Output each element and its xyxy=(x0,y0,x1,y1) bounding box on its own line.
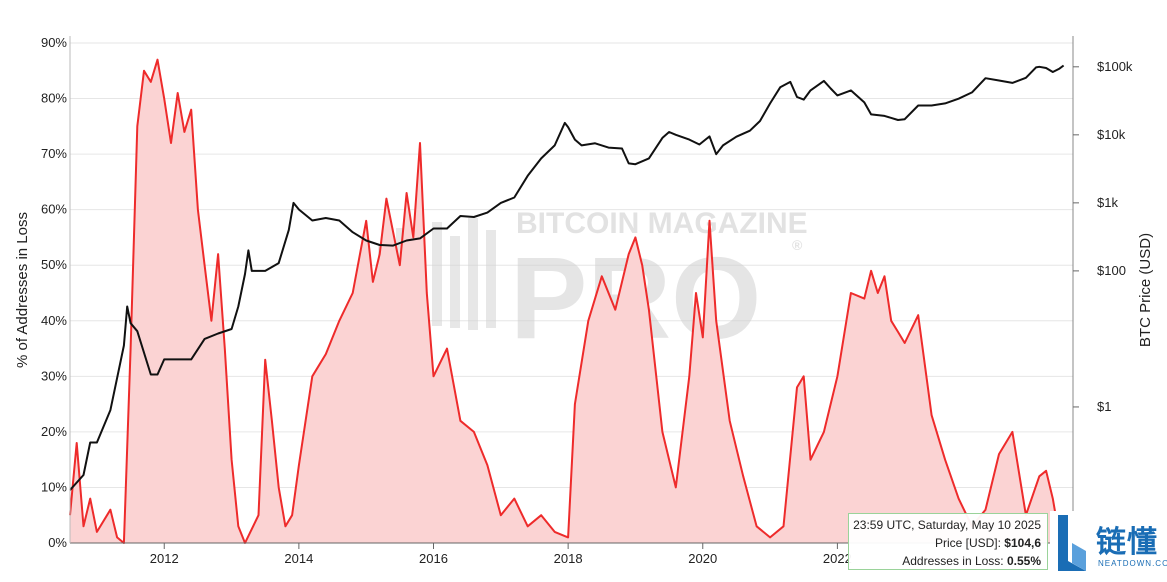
tooltip-loss-row: Addresses in Loss: 0.55% xyxy=(853,552,1041,569)
left-axis-title: % of Addresses in Loss xyxy=(14,212,31,368)
brand-logo: 链懂 NEATDOWN.COM xyxy=(1050,511,1167,582)
x-tick-label: 2014 xyxy=(284,551,313,566)
x-tick-label: 2012 xyxy=(150,551,179,566)
left-axis-ticks: 0% 10% 20% 30% 40% 50% 60% 70% 80% 90% xyxy=(41,35,67,550)
left-tick-label: 10% xyxy=(41,479,67,494)
left-tick-label: 20% xyxy=(41,424,67,439)
right-tick-label: $10k xyxy=(1097,127,1126,142)
left-tick-label: 40% xyxy=(41,313,67,328)
left-tick-label: 80% xyxy=(41,91,67,106)
tooltip-price-row: Price [USD]: $104,6 xyxy=(853,534,1041,552)
brand-name-en: NEATDOWN.COM xyxy=(1098,559,1167,568)
x-tick-label: 2022 xyxy=(823,551,852,566)
left-tick-label: 50% xyxy=(41,257,67,272)
right-tick-label: $100 xyxy=(1097,263,1126,278)
loss-area-fill xyxy=(70,59,1060,543)
x-tick-label: 2016 xyxy=(419,551,448,566)
grid-lines xyxy=(70,42,1073,488)
price-series-line xyxy=(69,64,1065,491)
loss-series-line xyxy=(69,58,1061,544)
right-tick-label: $100k xyxy=(1097,59,1133,74)
right-axis-ticks: $1 $100 $1k $10k $100k xyxy=(1073,59,1133,414)
tooltip-date: 23:59 UTC, Saturday, May 10 2025 xyxy=(853,518,1041,532)
x-axis-ticks: 2012 2014 2016 2018 2020 2022 xyxy=(150,543,852,566)
tooltip-loss-value: 0.55% xyxy=(1006,554,1041,568)
left-tick-label: 90% xyxy=(41,35,67,50)
brand-mark-icon xyxy=(1058,515,1086,571)
tooltip-price-label: Price [USD]: xyxy=(934,536,1005,550)
left-tick-label: 60% xyxy=(41,202,67,217)
x-tick-label: 2020 xyxy=(688,551,717,566)
tooltip-price-value: $104,6 xyxy=(1004,536,1041,550)
watermark-line1: BITCOIN MAGAZINE xyxy=(516,207,808,240)
tooltip-loss-label: Addresses in Loss: xyxy=(902,554,1007,568)
left-tick-label: 0% xyxy=(48,535,67,550)
watermark-registered: ® xyxy=(792,237,803,253)
left-tick-label: 70% xyxy=(41,146,67,161)
hover-tooltip: 23:59 UTC, Saturday, May 10 2025 Price [… xyxy=(848,513,1048,570)
right-axis-title: BTC Price (USD) xyxy=(1137,233,1154,347)
brand-name-cn: 链懂 xyxy=(1096,525,1158,560)
left-tick-label: 30% xyxy=(41,368,67,383)
right-tick-label: $1 xyxy=(1097,399,1111,414)
right-tick-label: $1k xyxy=(1097,195,1118,210)
x-tick-label: 2018 xyxy=(554,551,583,566)
